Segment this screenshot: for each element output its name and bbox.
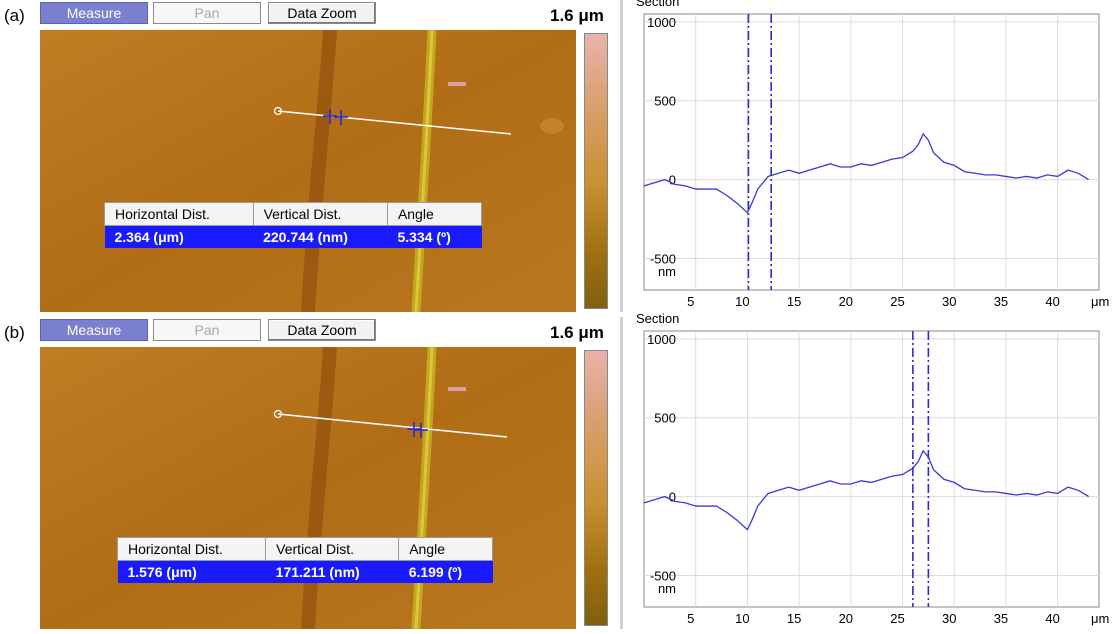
measurement-table: Horizontal Dist. Vertical Dist. Angle 2.… <box>104 202 483 248</box>
section-title: Section <box>636 311 680 326</box>
plot-frame <box>643 13 1100 291</box>
x-tick-label: 40 <box>1045 294 1059 309</box>
header-vertical-dist: Vertical Dist. <box>265 537 400 561</box>
x-tick-label: 30 <box>942 611 956 626</box>
x-tick-label: 35 <box>994 294 1008 309</box>
pan-button[interactable]: Pan <box>153 2 261 24</box>
x-tick-label: 20 <box>839 294 853 309</box>
y-tick-label: 1000 <box>647 332 676 347</box>
x-tick-label: 5 <box>687 294 694 309</box>
marker-spot <box>448 387 466 391</box>
line-start-handle[interactable] <box>273 106 283 116</box>
panel-label: (b) <box>4 323 25 342</box>
value-vertical-dist: 171.211 (nm) <box>265 560 399 583</box>
y-tick-label: 0 <box>669 490 676 505</box>
x-tick-label: 40 <box>1045 611 1059 626</box>
afm-height-image[interactable] <box>40 347 576 629</box>
value-angle: 5.334 (º) <box>387 225 482 248</box>
x-tick-label: μm <box>1091 611 1109 626</box>
y-tick-label: -500 <box>650 568 676 583</box>
z-scale-colorbar <box>584 350 608 626</box>
y-tick-label: -500 <box>650 251 676 266</box>
header-horizontal-dist: Horizontal Dist. <box>104 202 254 226</box>
y-tick-label: 1000 <box>647 15 676 30</box>
y-tick-label: 500 <box>654 411 676 426</box>
z-scale-colorbar <box>584 33 608 309</box>
cursor-markers[interactable] <box>407 422 428 438</box>
panel-b: (b) Measure Pan Data Zoom <box>0 311 1119 629</box>
data-zoom-button[interactable]: Data Zoom <box>268 319 376 341</box>
value-horizontal-dist: 1.576 (μm) <box>117 560 266 583</box>
afm-image-canvas[interactable] <box>40 347 576 629</box>
x-tick-label: 30 <box>942 294 956 309</box>
section-profile-area: 1000 500 0 -500 nm 5 10 15 20 25 30 35 40 μm <box>624 317 1119 629</box>
data-zoom-button[interactable]: Data Zoom <box>268 2 376 24</box>
y-tick-label: nm <box>658 581 676 596</box>
y-tick-label: nm <box>658 264 676 279</box>
section-title: Section <box>636 0 680 9</box>
header-angle: Angle <box>386 202 483 226</box>
x-tick-label: 10 <box>735 294 749 309</box>
x-tick-label: 35 <box>994 611 1008 626</box>
afm-image-canvas[interactable] <box>40 30 576 312</box>
x-tick-label: 25 <box>890 294 904 309</box>
plot-frame <box>643 330 1100 608</box>
selected-measurement-row[interactable]: 1.576 (μm) 171.211 (nm) 6.199 (º) <box>117 560 493 583</box>
dark-groove <box>301 347 337 629</box>
measure-button[interactable]: Measure <box>40 319 148 341</box>
profile-line <box>643 132 1089 214</box>
z-scale-label: 1.6 μm <box>550 6 604 25</box>
afm-height-image[interactable] <box>40 30 576 312</box>
panel-a: (a) Measure Pan Data Zoom <box>0 0 1119 312</box>
measurement-table: Horizontal Dist. Vertical Dist. Angle 1.… <box>116 537 493 583</box>
pan-button[interactable]: Pan <box>153 319 261 341</box>
x-tick-label: 15 <box>787 294 801 309</box>
measure-line[interactable] <box>277 110 512 135</box>
header-vertical-dist: Vertical Dist. <box>252 202 388 226</box>
measure-line[interactable] <box>277 413 508 438</box>
x-tick-label: 5 <box>687 611 694 626</box>
profile-line <box>643 449 1089 531</box>
pane-divider[interactable] <box>620 317 623 629</box>
x-tick-label: 25 <box>890 611 904 626</box>
x-tick-label: 15 <box>787 611 801 626</box>
header-angle: Angle <box>398 537 493 561</box>
value-vertical-dist: 220.744 (nm) <box>253 225 388 248</box>
panel-label: (a) <box>4 6 25 25</box>
header-horizontal-dist: Horizontal Dist. <box>116 537 267 561</box>
value-horizontal-dist: 2.364 (μm) <box>104 225 254 248</box>
pane-divider[interactable] <box>620 0 623 312</box>
dark-groove <box>301 30 337 312</box>
line-start-handle[interactable] <box>273 409 283 419</box>
x-tick-label: 10 <box>735 611 749 626</box>
section-profile-area: 1000 500 0 -500 nm 5 10 15 20 25 30 35 40 μm <box>624 0 1119 312</box>
y-tick-label: 500 <box>654 94 676 109</box>
selected-measurement-row[interactable]: 2.364 (μm) 220.744 (nm) 5.334 (º) <box>104 225 482 248</box>
value-angle: 6.199 (º) <box>398 560 493 583</box>
measure-button[interactable]: Measure <box>40 2 148 24</box>
y-tick-label: 0 <box>669 173 676 188</box>
marker-spot <box>448 82 466 86</box>
x-tick-label: 20 <box>839 611 853 626</box>
cursor-markers[interactable] <box>323 109 348 125</box>
z-scale-label: 1.6 μm <box>550 323 604 342</box>
x-tick-label: μm <box>1091 294 1109 309</box>
